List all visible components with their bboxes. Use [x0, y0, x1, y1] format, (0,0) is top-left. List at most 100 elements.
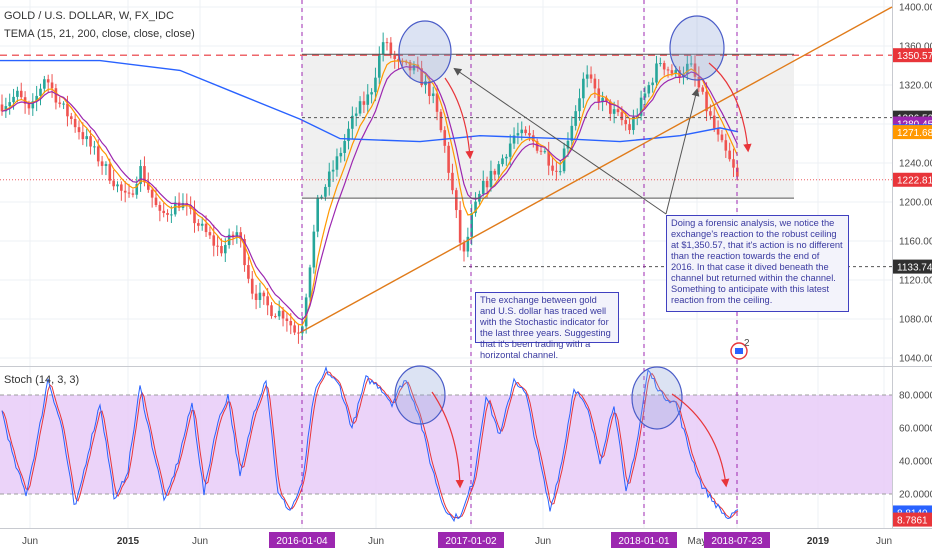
candle-body — [697, 76, 701, 88]
candle-body — [312, 231, 316, 268]
candle-body — [458, 210, 462, 243]
highlight-circle — [631, 366, 683, 430]
stochastic-lines — [1, 365, 739, 523]
candle-body — [724, 140, 728, 151]
candle-body — [716, 128, 720, 135]
stoch-k-line — [1, 365, 739, 523]
candle-body — [601, 97, 604, 103]
candle-body — [66, 103, 69, 117]
highlight-circle — [398, 20, 452, 84]
candle-body — [381, 42, 385, 55]
price-badge — [893, 48, 932, 63]
candle-body — [416, 64, 420, 69]
highlight-circle — [669, 15, 725, 81]
y-tick-label: 1240.00 — [899, 159, 932, 170]
candle-body — [462, 242, 466, 252]
candle-body — [605, 97, 608, 102]
projection-arrow — [431, 391, 464, 489]
candle-body — [162, 210, 165, 214]
candle-body — [27, 103, 31, 109]
candle-body — [31, 101, 35, 109]
candle-body — [85, 136, 88, 140]
candle-body — [297, 332, 300, 334]
candle-body — [170, 214, 173, 216]
indicator-lines — [0, 59, 739, 326]
x-tick-label: 2019 — [807, 536, 830, 547]
flag-icon — [735, 348, 743, 354]
candle-body — [220, 246, 223, 254]
y-tick-label: 1320.00 — [899, 81, 932, 92]
stoch-tick-label: 80.0000 — [899, 391, 932, 402]
candle-body — [347, 128, 350, 142]
candle-body — [93, 146, 96, 148]
y-tick-label: 1200.00 — [899, 198, 932, 209]
candle-body — [35, 95, 38, 102]
candle-body — [70, 116, 73, 119]
candle-body — [324, 186, 327, 197]
candle-body — [327, 171, 331, 187]
candle-body — [331, 169, 335, 172]
annotation-note-1: The exchange between gold and U.S. dolla… — [475, 292, 619, 360]
candle-body — [528, 133, 531, 136]
candle-body — [277, 310, 281, 317]
candle-body — [89, 136, 92, 147]
candle-body — [705, 91, 708, 112]
candle-body — [632, 118, 635, 131]
candle-body — [612, 109, 616, 114]
candle-body — [393, 54, 396, 59]
candle-body — [212, 235, 216, 246]
candle-body — [100, 161, 104, 166]
x-tick-label: Jun — [876, 536, 892, 547]
candle-body — [351, 115, 354, 129]
candle-body — [247, 265, 250, 279]
y-tick-label: 1360.00 — [899, 42, 932, 53]
x-tick-label: Jun — [535, 536, 551, 547]
candle-body — [370, 92, 373, 95]
candle-body — [659, 63, 662, 65]
price-badge — [893, 259, 932, 274]
candle-body — [54, 88, 58, 103]
x-highlight-badge — [438, 532, 504, 548]
candle-body — [651, 82, 654, 86]
stoch-tick-label: 40.0000 — [899, 457, 932, 468]
candle-body — [358, 101, 362, 114]
candle-body — [643, 93, 647, 98]
candle-body — [439, 111, 443, 131]
candle-body — [720, 134, 724, 141]
candle-body — [520, 129, 524, 134]
candle-body — [558, 171, 562, 173]
candle-body — [620, 112, 624, 121]
stoch-band — [0, 395, 892, 494]
candle-body — [139, 166, 142, 184]
candle-body — [150, 189, 154, 198]
candle-body — [304, 297, 308, 327]
candle-body — [39, 88, 42, 96]
candle-body — [666, 69, 670, 71]
candle-body — [481, 180, 485, 194]
candle-body — [451, 172, 454, 191]
candle-body — [547, 151, 550, 166]
price-badge-label: 1271.68 — [897, 128, 932, 139]
candle-body — [435, 93, 439, 112]
highlight-circle — [394, 365, 446, 425]
candle-body — [431, 93, 435, 97]
candle-body — [443, 130, 447, 146]
candle-body — [470, 213, 473, 237]
y-tick-label: 1400.00 — [899, 3, 932, 14]
x-highlight-badge — [611, 532, 677, 548]
candle-body — [493, 170, 497, 175]
candle-body — [551, 165, 554, 171]
price-badge — [893, 172, 932, 187]
candle-body — [736, 167, 739, 177]
candle-body — [689, 63, 693, 65]
candle-body — [131, 193, 135, 195]
x-tick-label: 2016-01-04 — [276, 536, 328, 547]
candle-body — [686, 63, 689, 74]
candle-body — [197, 223, 200, 226]
candle-body — [639, 97, 643, 116]
candle-body — [204, 223, 208, 233]
candle-body — [555, 170, 558, 172]
candle-body — [19, 90, 23, 98]
trend-line — [299, 6, 893, 334]
candle-body — [158, 205, 162, 211]
